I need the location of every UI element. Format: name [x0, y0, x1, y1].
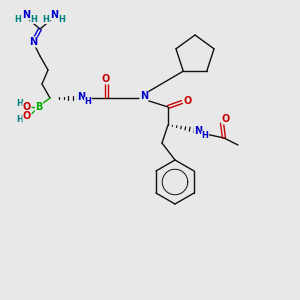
Text: N: N	[22, 10, 30, 20]
Text: N: N	[50, 10, 58, 20]
Text: H: H	[16, 115, 23, 124]
Text: H: H	[58, 14, 65, 23]
Text: N: N	[77, 92, 85, 102]
Text: O: O	[184, 96, 192, 106]
Text: N: N	[140, 91, 148, 101]
Text: O: O	[222, 114, 230, 124]
Text: H: H	[16, 100, 23, 109]
Text: O: O	[23, 102, 31, 112]
Text: H: H	[202, 131, 208, 140]
Text: N: N	[194, 126, 202, 136]
Text: H: H	[15, 14, 21, 23]
Text: O: O	[23, 111, 31, 121]
Text: H: H	[31, 14, 38, 23]
Text: B: B	[35, 102, 43, 112]
Text: H: H	[85, 98, 92, 106]
Text: N: N	[29, 37, 37, 47]
Text: O: O	[102, 74, 110, 84]
Text: H: H	[43, 14, 50, 23]
